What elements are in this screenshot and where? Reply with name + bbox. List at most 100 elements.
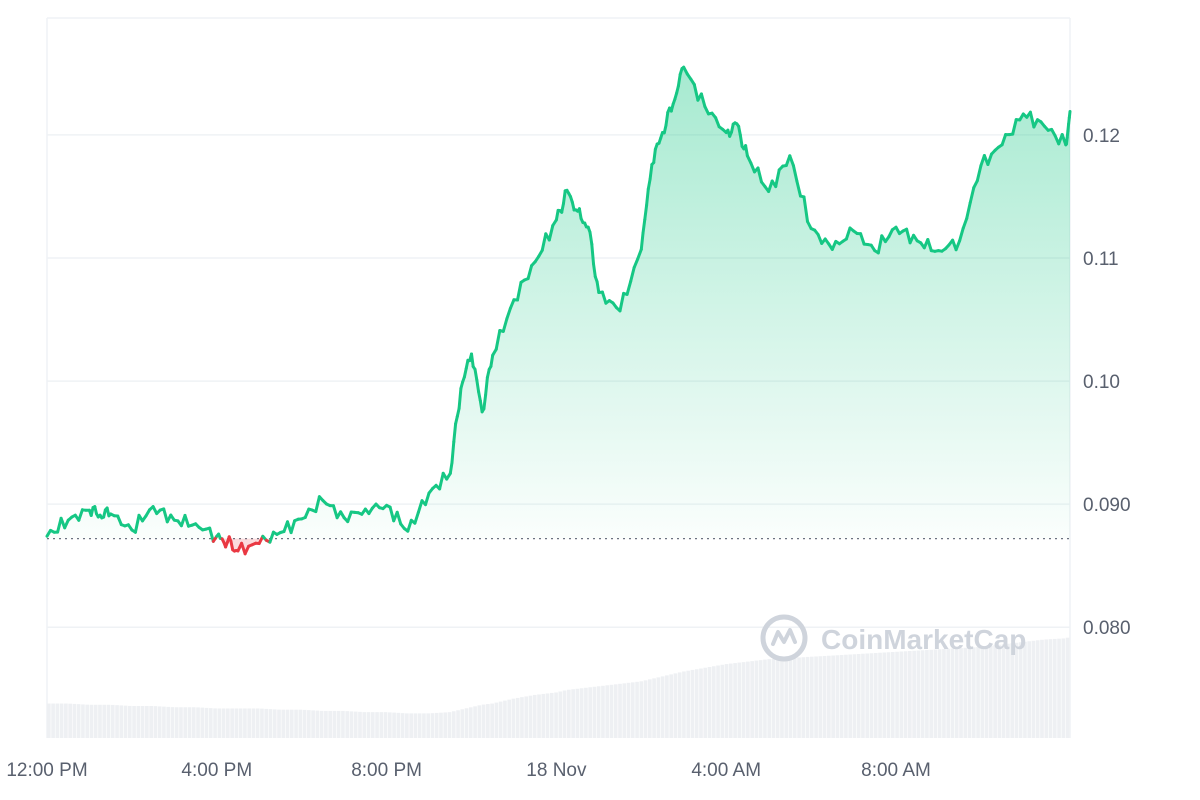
- volume-bar: [162, 706, 166, 738]
- price-segment-up: [482, 393, 488, 411]
- volume-bar: [733, 663, 737, 738]
- volume-bar: [328, 710, 332, 738]
- price-segment-up: [958, 226, 965, 243]
- volume-bar: [912, 650, 916, 738]
- price-area-below-baseline: [232, 538, 235, 552]
- volume-bar: [191, 707, 196, 738]
- watermark-text: CoinMarketCap: [821, 624, 1026, 655]
- price-area-below-baseline: [236, 538, 238, 551]
- volume-bar: [464, 708, 469, 738]
- price-area-below-baseline: [238, 538, 242, 551]
- price-segment-up: [692, 83, 700, 102]
- volume-bar: [694, 669, 699, 738]
- volume-bars: [47, 637, 1070, 738]
- volume-bar: [699, 668, 703, 738]
- volume-bar: [183, 707, 188, 738]
- volume-bar: [196, 707, 200, 738]
- volume-bar: [396, 712, 401, 738]
- price-segment-up: [416, 499, 424, 514]
- volume-bar: [81, 704, 85, 738]
- volume-bar: [362, 712, 367, 738]
- volume-bar: [473, 706, 477, 738]
- volume-bar: [358, 711, 362, 738]
- volume-bar: [102, 704, 107, 738]
- volume-bar: [115, 705, 119, 738]
- price-area-below-baseline: [255, 538, 260, 544]
- price-segment-up: [501, 317, 509, 333]
- price-segment-up: [625, 279, 633, 296]
- price-segment-up: [505, 306, 512, 321]
- price-segment-up: [643, 203, 649, 221]
- price-segment-up: [592, 262, 597, 279]
- price-segment-up: [1028, 110, 1036, 129]
- price-segment-up: [183, 513, 190, 528]
- x-axis-ticks: 12:00 PM 4:00 PM 8:00 PM 18 Nov 4:00 AM 8:00 …: [6, 760, 931, 781]
- price-segment-up: [489, 353, 495, 368]
- volume-bar: [622, 683, 627, 738]
- volume-bar: [272, 709, 277, 738]
- price-segment-up: [791, 164, 799, 183]
- price-segment-up: [1000, 133, 1008, 147]
- y-tick-label: 0.10: [1083, 372, 1120, 393]
- volume-bar: [72, 703, 77, 738]
- volume-bar: [93, 704, 98, 738]
- volume-bar: [571, 689, 575, 738]
- price-segment-up: [133, 513, 141, 534]
- price-area-below-baseline: [223, 538, 226, 547]
- price-segment-up: [646, 177, 652, 191]
- volume-bar: [682, 671, 686, 738]
- volume-bar: [797, 657, 801, 738]
- volume-bar: [669, 674, 673, 738]
- volume-bar: [835, 655, 840, 738]
- price-segment-up: [77, 508, 84, 522]
- volume-bar: [64, 703, 68, 738]
- volume-bar: [243, 708, 247, 738]
- volume-bar: [110, 704, 115, 738]
- volume-bar: [230, 708, 234, 738]
- volume-bar: [929, 649, 933, 738]
- volume-bar: [1044, 639, 1049, 738]
- volume-bar: [187, 707, 192, 738]
- price-segment-up: [648, 163, 654, 181]
- volume-bar: [208, 708, 213, 738]
- volume-bar: [490, 703, 494, 738]
- y-tick-label: 0.12: [1083, 126, 1120, 147]
- volume-bar: [298, 709, 303, 738]
- volume-bar: [763, 659, 767, 738]
- volume-bar: [477, 705, 482, 738]
- volume-bar: [443, 712, 448, 738]
- price-area-below-baseline: [225, 538, 228, 547]
- volume-bar: [1052, 638, 1057, 738]
- volume-bar: [336, 710, 341, 738]
- volume-bar: [532, 694, 537, 738]
- volume-bar: [1001, 644, 1006, 738]
- volume-bar: [85, 704, 90, 738]
- x-tick-label: 4:00 PM: [181, 760, 252, 781]
- x-tick-label: 12:00 PM: [6, 760, 87, 781]
- volume-bar: [140, 706, 145, 738]
- volume-bar: [946, 648, 951, 738]
- price-segment-up: [289, 519, 297, 535]
- volume-bar: [605, 685, 610, 738]
- volume-bar: [895, 651, 899, 738]
- volume-bar: [349, 711, 354, 738]
- volume-bar: [643, 680, 648, 738]
- price-segment-up: [788, 154, 795, 167]
- y-tick-label: 0.080: [1083, 618, 1131, 639]
- volume-bar: [136, 706, 141, 738]
- volume-bar: [447, 712, 452, 738]
- volume-bar: [264, 708, 269, 738]
- volume-bar: [954, 648, 959, 738]
- volume-bar: [1065, 637, 1070, 738]
- volume-bar: [528, 695, 533, 738]
- price-area-below-baseline: [230, 538, 233, 550]
- volume-bar: [157, 706, 162, 738]
- price-segment-up: [116, 514, 123, 527]
- volume-bar: [221, 708, 226, 738]
- volume-bar: [353, 711, 358, 738]
- volume-bar: [908, 651, 912, 738]
- volume-bar: [341, 710, 345, 738]
- price-segment-up: [756, 166, 763, 184]
- volume-bar: [426, 713, 431, 738]
- volume-bar: [780, 658, 784, 738]
